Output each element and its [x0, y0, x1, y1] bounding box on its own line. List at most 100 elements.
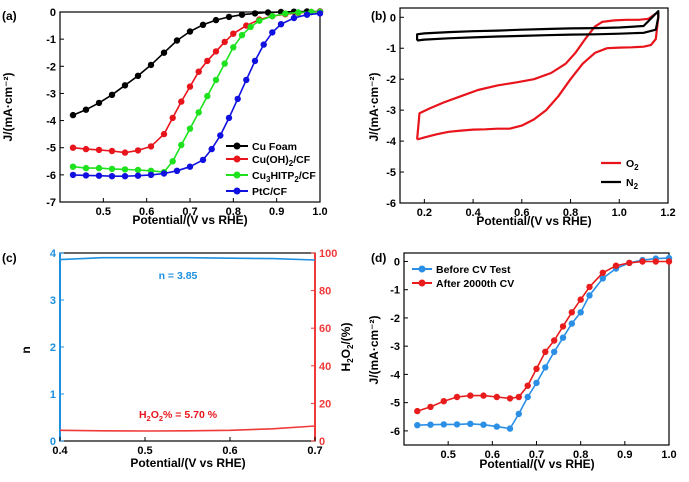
y-tick-label: -5 [390, 398, 400, 410]
data-point [652, 258, 659, 265]
data-point [551, 348, 558, 355]
y-tick-label: 3 [50, 295, 56, 307]
panel-label-d: (d) [371, 251, 386, 265]
series-line-cu-foam [72, 10, 320, 116]
data-point [108, 91, 116, 99]
series-line-cu-oh-2-cf [72, 10, 321, 154]
data-point [225, 114, 233, 122]
data-point [69, 144, 77, 151]
data-point [160, 170, 168, 177]
x-tick-label: 1.0 [612, 207, 627, 219]
panel-label-b: (b) [371, 9, 386, 23]
data-point [95, 164, 103, 172]
legend-marker-cu-oh2 [233, 155, 241, 163]
data-point [221, 38, 228, 46]
data-point [260, 41, 267, 48]
x-tick-label: 0.7 [529, 449, 544, 461]
x-tick-label: 0.9 [617, 449, 632, 461]
data-point [440, 398, 447, 405]
x-tick-label: 0.6 [485, 449, 500, 461]
data-point [134, 147, 142, 154]
data-point [186, 125, 194, 132]
y-tick-label: 1 [50, 389, 56, 401]
y-tick-label: -2 [386, 74, 396, 86]
y-tick-label: -4 [390, 369, 401, 381]
data-point [533, 365, 540, 372]
data-point [577, 309, 584, 316]
data-point [121, 82, 129, 89]
data-point [303, 11, 311, 18]
y-tick-label: -5 [386, 167, 396, 179]
data-point [639, 258, 646, 265]
data-point [251, 57, 259, 65]
data-point [665, 258, 673, 265]
data-point [316, 10, 324, 17]
data-point [121, 173, 129, 180]
data-point [82, 145, 90, 153]
y-axis-label-b: J/(mA·cm⁻²) [367, 72, 381, 141]
y-tick-label: -5 [46, 143, 56, 155]
x-tick-label: 0.5 [137, 445, 152, 457]
y-tick-label: 0 [394, 256, 400, 268]
legend-before: Before CV Test [436, 264, 511, 276]
legend-marker-before [418, 265, 426, 273]
data-point [269, 29, 276, 36]
data-point [147, 171, 155, 179]
legend-n2: N2 [626, 177, 639, 191]
data-point [282, 10, 289, 17]
x-tick-label: 0.4 [465, 207, 481, 219]
y-tick-label: -3 [390, 341, 400, 353]
data-point [243, 76, 250, 84]
data-point [251, 10, 259, 17]
y-tick-label: -2 [390, 313, 400, 325]
data-point [108, 173, 116, 180]
data-point [186, 163, 194, 170]
y2-axis-label-c: H2O2/(%) [339, 323, 355, 372]
panel-b: (b) 0.2 0.4 0.6 0.8 1.0 1.2 0 -1 -2 -3 -4 -5 -6 Pote… [367, 7, 676, 228]
data-point [186, 28, 194, 35]
y-tick-label: -3 [46, 88, 56, 100]
data-point [82, 172, 90, 179]
data-point [524, 382, 531, 389]
data-point [212, 16, 220, 24]
legend-cu-oh2: Cu(OH)2/CF [252, 154, 311, 168]
y2-tick-label: 80 [319, 286, 331, 298]
data-point [69, 111, 77, 119]
data-point [82, 106, 90, 113]
y-axis-label-d: J/(mA·cm⁻²) [367, 315, 381, 384]
legend-ptc: PtC/CF [252, 186, 288, 198]
data-point [217, 132, 224, 139]
data-point [169, 114, 176, 122]
data-point [524, 393, 531, 401]
data-point [108, 147, 116, 155]
y2-tick-label: 20 [319, 398, 331, 410]
data-point [269, 12, 276, 20]
data-point [542, 348, 549, 355]
legend-o2: O2 [626, 158, 639, 172]
y-tick-label: 4 [50, 248, 57, 260]
annotation-n: n = 3.85 [159, 270, 198, 282]
data-point [234, 95, 241, 103]
data-point [230, 44, 237, 51]
series-a [69, 8, 324, 180]
y-tick-label: -1 [386, 43, 396, 55]
panel-label-a: (a) [2, 9, 17, 23]
data-point [195, 68, 202, 75]
data-point [69, 171, 77, 179]
x-tick-label: 0.8 [563, 207, 578, 219]
x-tick-label: 0.6 [222, 445, 237, 457]
x-tick-label: 0.6 [514, 207, 529, 219]
data-point [221, 60, 228, 67]
x-tick-label: 0.7 [182, 206, 197, 218]
legend-d: Before CV Test After 2000th CV [412, 264, 514, 290]
data-point [568, 320, 575, 327]
data-point [515, 393, 522, 401]
series-b [416, 10, 660, 141]
data-point [586, 283, 593, 291]
y-tick-label: -3 [386, 105, 396, 117]
y-tick-label: -4 [386, 136, 397, 148]
series-line-n2 [416, 10, 660, 42]
data-point [95, 99, 103, 107]
